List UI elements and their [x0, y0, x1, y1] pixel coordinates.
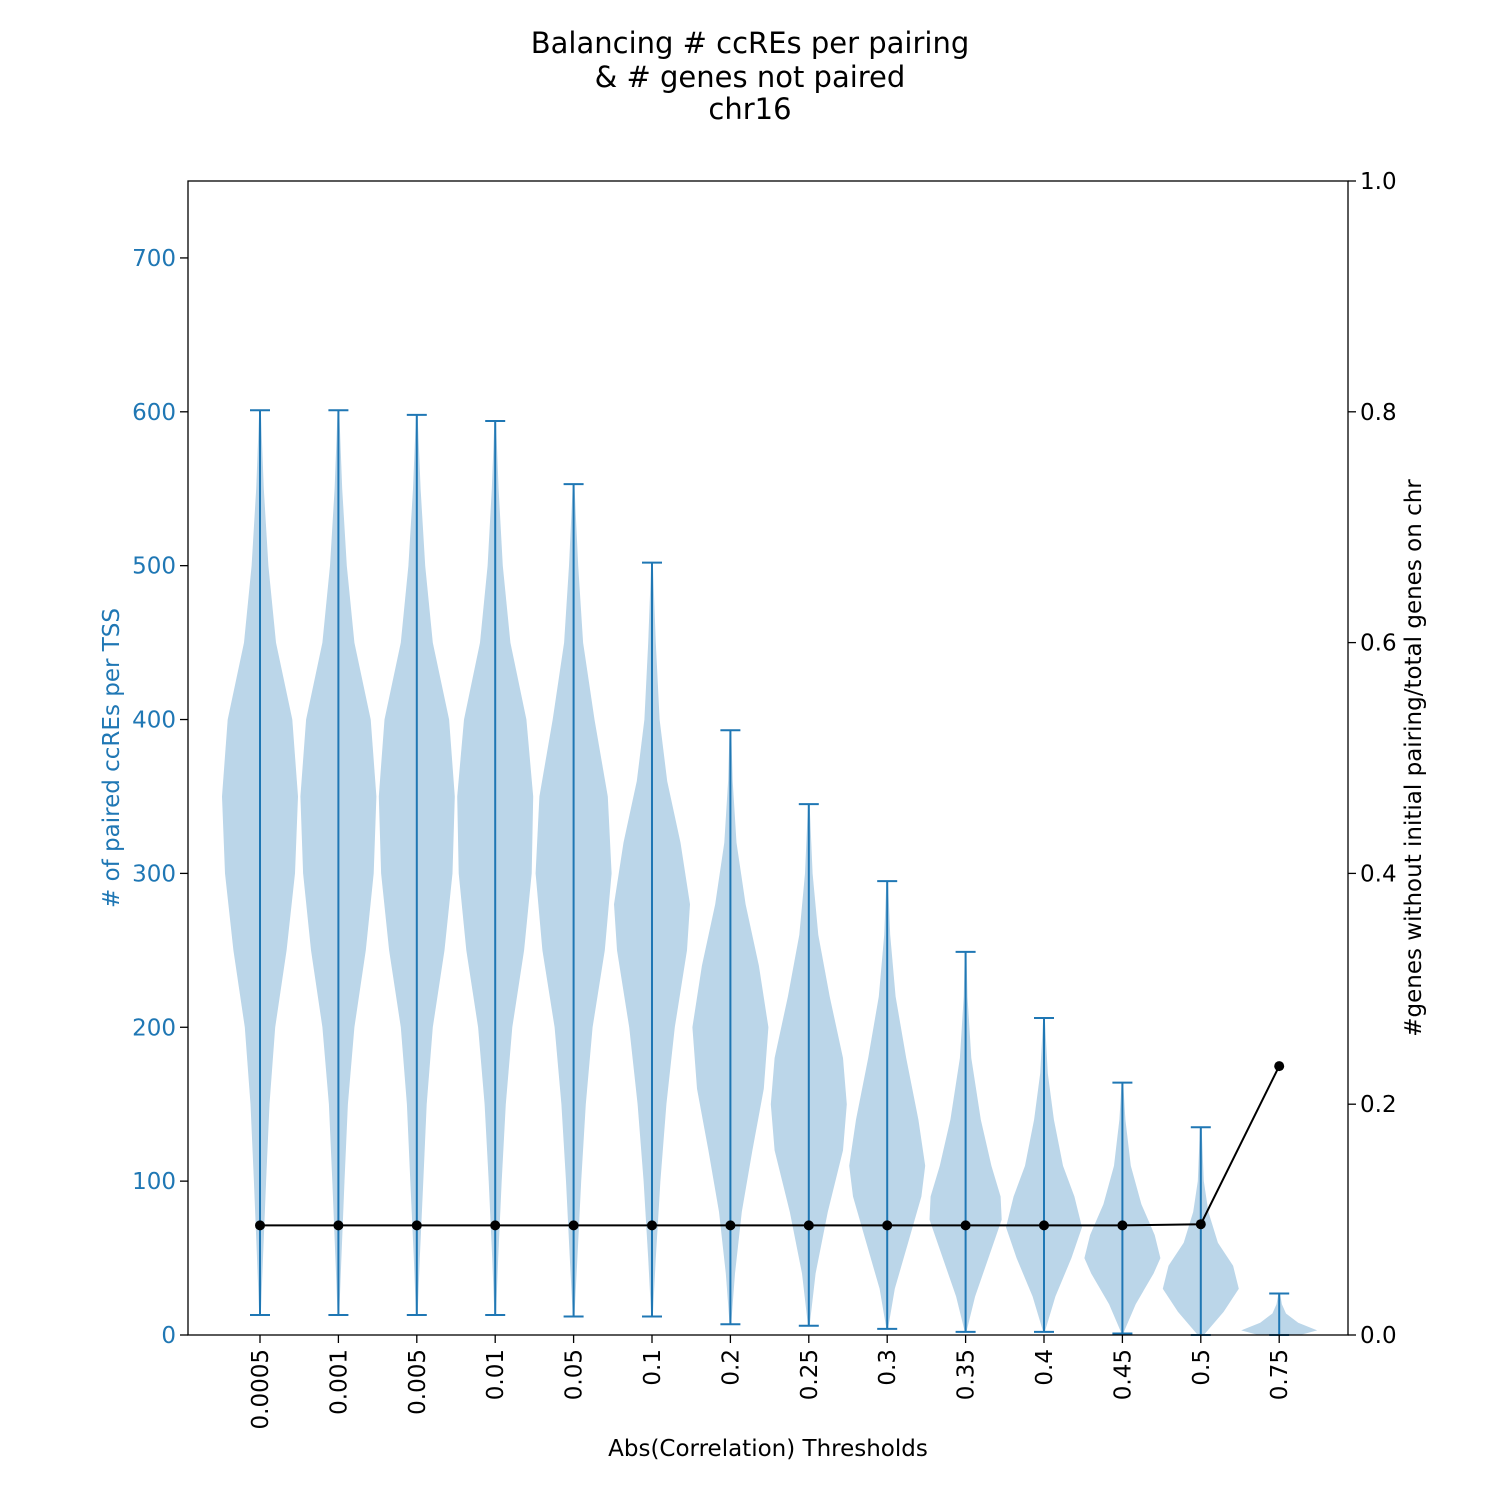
x-tick-label: 0.3	[875, 1349, 901, 1386]
violin-0.4	[1006, 1017, 1082, 1333]
line-layer	[255, 1061, 1285, 1231]
y-axis-label-left: # of paired ccREs per TSS	[99, 608, 125, 908]
x-tick-label: 0.01	[483, 1349, 509, 1400]
y-axis-label-right: #genes without initial pairing/total gen…	[1401, 479, 1427, 1037]
x-tick-label: 0.35	[954, 1349, 980, 1400]
line-point-0.001	[333, 1220, 344, 1231]
violin-0.001	[300, 409, 377, 1316]
violin-0.35	[929, 950, 1002, 1333]
line-point-0.2	[725, 1220, 736, 1231]
right-tick-label: 0.2	[1360, 1092, 1397, 1118]
x-tick-label: 0.5	[1189, 1349, 1215, 1386]
line-point-0.05	[568, 1220, 579, 1231]
violin-0.2	[692, 729, 769, 1326]
title-line-3: chr16	[708, 92, 791, 126]
x-tick-label: 0.005	[405, 1349, 431, 1415]
line-point-0.0005	[255, 1220, 265, 1231]
left-tick-label: 400	[132, 708, 176, 734]
right-y-axis: 0.0 0.2 0.4 0.6 0.8 1.0	[1348, 169, 1397, 1349]
x-axis-label: Abs(Correlation) Thresholds	[608, 1436, 928, 1462]
line-point-0.75	[1274, 1061, 1285, 1072]
line-point-0.005	[411, 1220, 422, 1231]
violin-0.5	[1162, 1126, 1239, 1336]
chart-title: Balancing # ccREs per pairing & # genes …	[531, 26, 969, 126]
violin-0.01	[457, 420, 534, 1316]
violin-0.0005	[222, 409, 298, 1316]
violin-0.005	[378, 413, 455, 1316]
x-tick-label: 0.05	[562, 1349, 588, 1400]
x-tick-label: 0.25	[797, 1349, 823, 1400]
line-point-0.45	[1117, 1220, 1128, 1231]
line-point-0.01	[490, 1220, 501, 1231]
violin-layer	[222, 409, 1318, 1336]
title-line-2: & # genes not paired	[595, 60, 906, 94]
left-tick-label: 300	[132, 861, 176, 887]
line-point-0.35	[960, 1220, 971, 1231]
left-tick-label: 0	[161, 1323, 176, 1349]
x-tick-label: 0.75	[1267, 1349, 1293, 1400]
line-point-0.4	[1039, 1220, 1049, 1231]
right-tick-label: 1.0	[1360, 169, 1397, 195]
line-point-0.5	[1195, 1219, 1206, 1230]
line-point-0.3	[882, 1220, 893, 1231]
violin-0.3	[849, 880, 926, 1330]
violin-0.75	[1241, 1292, 1318, 1336]
x-tick-label: 0.001	[326, 1349, 352, 1415]
left-tick-label: 700	[132, 246, 176, 272]
right-tick-label: 0.8	[1360, 400, 1397, 426]
left-tick-label: 500	[132, 554, 176, 580]
left-tick-label: 100	[132, 1169, 176, 1195]
violin-0.05	[535, 483, 612, 1318]
violin-0.1	[614, 561, 690, 1318]
line-point-0.1	[647, 1220, 657, 1231]
x-tick-label: 0.45	[1110, 1349, 1136, 1400]
x-tick-label: 0.4	[1032, 1349, 1058, 1386]
x-tick-label: 0.1	[640, 1349, 666, 1386]
violin-0.45	[1084, 1081, 1161, 1335]
line-point-0.25	[803, 1220, 814, 1231]
left-y-axis: 0 100 200 300 400 500 600 700	[132, 246, 188, 1349]
right-tick-label: 0.0	[1360, 1323, 1397, 1349]
x-axis: 0.0005 0.001 0.005 0.01 0.05 0.1 0.2 0.25 0.3 0.3…	[248, 1335, 1293, 1429]
unpaired-genes-line	[260, 1065, 1281, 1227]
x-tick-label: 0.2	[718, 1349, 744, 1386]
left-tick-label: 600	[132, 400, 176, 426]
plot-frame	[187, 180, 1349, 1336]
x-tick-label: 0.0005	[248, 1349, 274, 1429]
left-tick-label: 200	[132, 1015, 176, 1041]
right-tick-label: 0.4	[1360, 861, 1397, 887]
violin-0.25	[770, 803, 847, 1327]
title-line-1: Balancing # ccREs per pairing	[531, 26, 969, 60]
right-tick-label: 0.6	[1360, 631, 1397, 657]
